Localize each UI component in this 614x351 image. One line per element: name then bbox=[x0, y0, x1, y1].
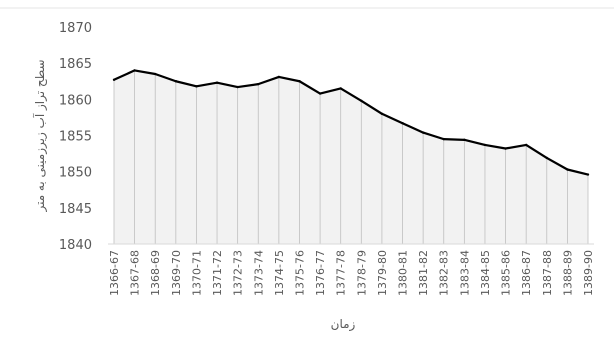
x-tick-label: 1366-67 bbox=[108, 250, 121, 296]
x-tick-label: 1374-75 bbox=[273, 250, 286, 296]
x-tick-label: 1367-68 bbox=[129, 250, 142, 296]
y-tick-label: 1855 bbox=[59, 130, 92, 145]
data-point-1387-88 bbox=[545, 156, 548, 160]
y-tick-label: 1865 bbox=[59, 57, 92, 72]
x-tick-label: 1380-81 bbox=[397, 250, 410, 296]
data-point-1388-89 bbox=[566, 168, 569, 171]
data-point-1367-68 bbox=[133, 69, 136, 72]
x-tick-label: 1371-72 bbox=[211, 250, 224, 296]
x-tick-label: 1382-83 bbox=[438, 250, 451, 296]
x-tick-label: 1378-79 bbox=[355, 250, 368, 296]
y-tick-label: 1850 bbox=[59, 166, 92, 181]
data-point-1385-86 bbox=[504, 147, 507, 150]
x-tick-label: 1386-87 bbox=[520, 250, 533, 296]
series-layer bbox=[112, 69, 590, 176]
data-point-1380-81 bbox=[401, 122, 404, 125]
x-tick-label: 1379-80 bbox=[376, 250, 389, 296]
data-point-1377-78 bbox=[339, 87, 342, 90]
x-tick-label: 1368-69 bbox=[149, 250, 162, 296]
x-axis-tick-labels: 1366-67 1367-68 1368-69 1369-70 1370-71 1371-… bbox=[108, 250, 595, 296]
data-point-1371-72 bbox=[215, 81, 219, 84]
x-tick-label: 1372-73 bbox=[232, 250, 245, 296]
x-tick-label: 1389-90 bbox=[582, 250, 595, 296]
data-point-1376-77 bbox=[318, 92, 322, 95]
x-tick-label: 1381-82 bbox=[417, 250, 430, 296]
x-tick-label: 1377-78 bbox=[335, 250, 348, 296]
data-point-1379-80 bbox=[380, 112, 384, 116]
data-point-1374-75 bbox=[277, 75, 281, 79]
x-tick-label: 1370-71 bbox=[190, 250, 203, 296]
area-fill bbox=[114, 70, 588, 245]
x-tick-label: 1369-70 bbox=[170, 250, 183, 296]
y-axis-tick-labels: 1840 1845 1850 1855 1860 1865 1870 bbox=[59, 21, 92, 253]
x-tick-label: 1385-86 bbox=[500, 250, 513, 296]
x-tick-label: 1387-88 bbox=[541, 250, 554, 296]
y-axis-title: سطح تراز آب زیرزمینی به متر bbox=[32, 59, 48, 212]
y-tick-label: 1870 bbox=[59, 21, 92, 36]
x-tick-label: 1384-85 bbox=[479, 250, 492, 296]
data-point-1370-71 bbox=[195, 85, 198, 88]
x-tick-label: 1373-74 bbox=[252, 250, 265, 296]
x-tick-label: 1383-84 bbox=[458, 250, 471, 296]
data-point-1386-87 bbox=[524, 143, 528, 147]
area-fill-layer bbox=[114, 70, 588, 245]
x-tick-label: 1375-76 bbox=[293, 250, 306, 296]
drop-lines-layer bbox=[113, 70, 589, 244]
data-point-1369-70 bbox=[174, 80, 178, 83]
data-point-1378-79 bbox=[360, 99, 363, 102]
y-tick-label: 1845 bbox=[59, 202, 92, 217]
y-tick-label: 1840 bbox=[59, 238, 92, 253]
y-tick-label: 1860 bbox=[59, 93, 92, 108]
data-point-1389-90 bbox=[586, 173, 590, 176]
data-point-1373-74 bbox=[257, 82, 260, 86]
data-point-1384-85 bbox=[483, 143, 487, 147]
data-point-1383-84 bbox=[463, 138, 466, 142]
x-axis-title: زمان bbox=[331, 317, 356, 332]
data-point-1372-73 bbox=[236, 85, 239, 89]
data-point-1382-83 bbox=[442, 137, 445, 141]
x-tick-label: 1388-89 bbox=[561, 250, 574, 296]
series-line bbox=[113, 69, 589, 176]
data-point-1381-82 bbox=[421, 131, 425, 134]
data-point-1368-69 bbox=[154, 72, 157, 76]
data-point-1366-67 bbox=[112, 78, 116, 82]
x-tick-label: 1376-77 bbox=[314, 250, 327, 296]
data-point-1375-76 bbox=[298, 80, 301, 83]
